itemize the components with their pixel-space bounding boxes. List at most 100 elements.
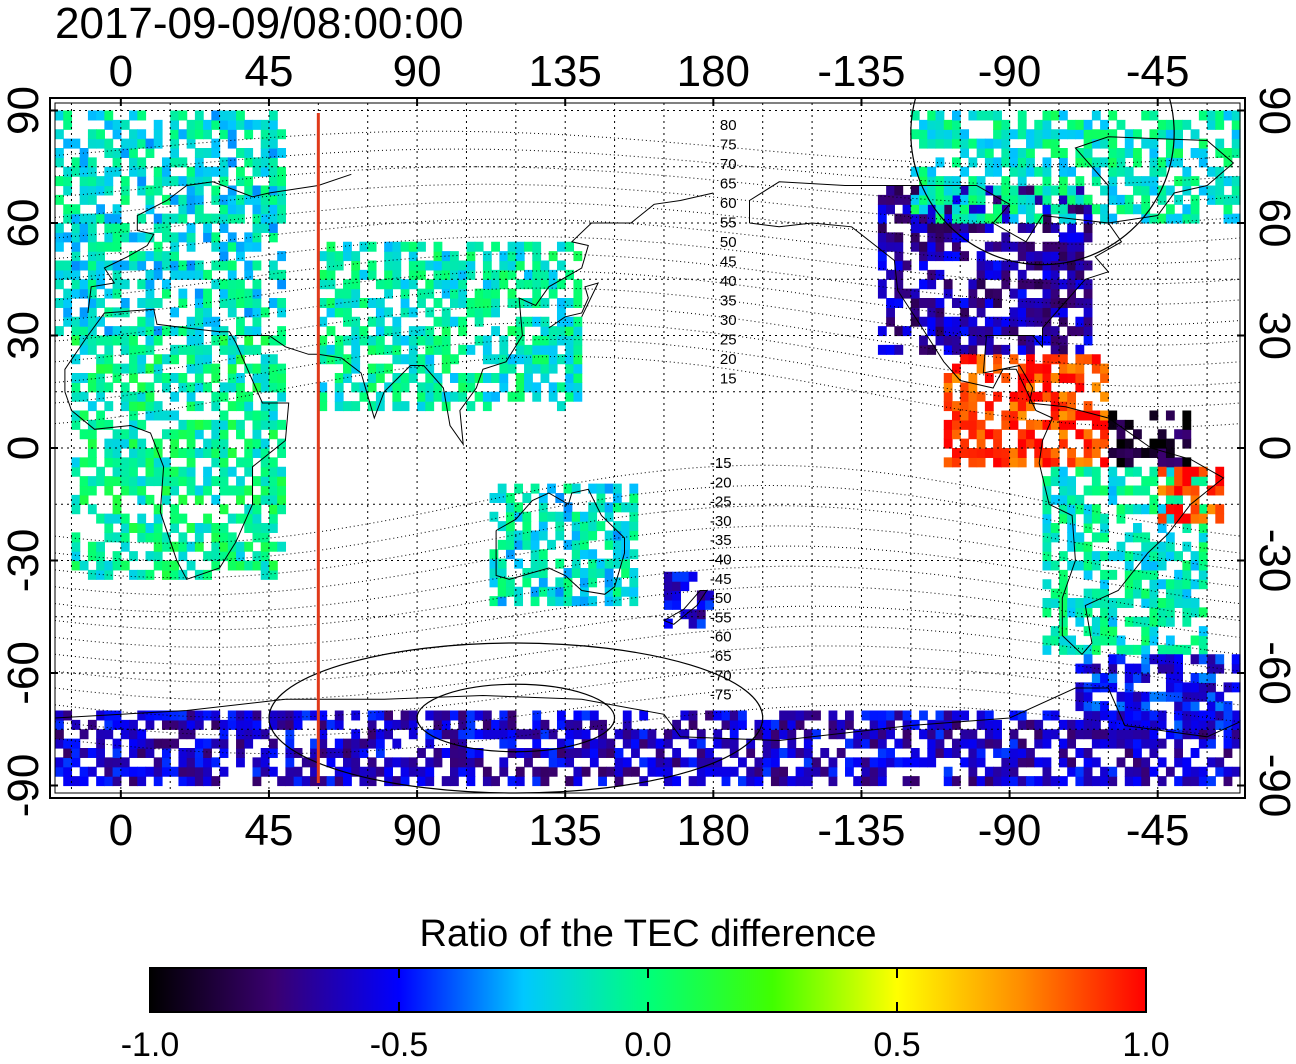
heatmap-cell	[1026, 148, 1035, 158]
heatmap-cell	[663, 571, 673, 582]
heatmap-cell	[1026, 429, 1035, 440]
y-tick-label-left: 90	[0, 86, 48, 135]
heatmap-cell	[367, 766, 377, 777]
heatmap-cell	[359, 335, 369, 346]
heatmap-cell	[1157, 654, 1167, 665]
heatmap-cell	[629, 493, 639, 503]
heatmap-cell	[252, 766, 262, 777]
heatmap-cell	[186, 260, 196, 271]
heatmap-cell	[1165, 148, 1175, 158]
heatmap-cell	[1198, 776, 1208, 787]
heatmap-cell	[621, 521, 630, 532]
heatmap-cell	[1231, 185, 1241, 196]
heatmap-cell	[993, 748, 1002, 758]
heatmap-cell	[555, 586, 565, 597]
heatmap-cell	[252, 560, 262, 571]
heatmap-cell	[1058, 598, 1068, 608]
heatmap-cell	[894, 241, 904, 252]
heatmap-cell	[1108, 729, 1118, 740]
heatmap-cell	[853, 729, 863, 740]
heatmap-cell	[1067, 504, 1077, 515]
heatmap-cell	[589, 738, 599, 749]
heatmap-cell	[960, 166, 970, 177]
heatmap-cell	[310, 757, 319, 768]
heatmap-cell	[1182, 776, 1192, 787]
heatmap-cell	[886, 719, 895, 730]
contour-label: 20	[720, 351, 737, 368]
heatmap-cell	[137, 513, 147, 524]
heatmap-cell	[984, 269, 994, 280]
heatmap-cell	[565, 757, 575, 768]
heatmap-cell	[1042, 241, 1052, 252]
heatmap-cell	[1001, 757, 1011, 768]
heatmap-cell	[1198, 138, 1208, 149]
heatmap-cell	[145, 466, 155, 477]
heatmap-cell	[252, 185, 262, 196]
heatmap-cell	[367, 344, 377, 355]
contour-label-layer: 8075706560555045403530252015-15-20-25-30…	[710, 117, 737, 704]
heatmap-cell	[1133, 673, 1142, 683]
heatmap-cell	[277, 213, 287, 224]
heatmap-cell	[186, 466, 196, 477]
heatmap-cell	[1100, 682, 1109, 693]
heatmap-cell	[524, 373, 533, 383]
heatmap-cell	[1058, 307, 1068, 318]
heatmap-cell	[779, 719, 788, 730]
heatmap-cell	[277, 279, 287, 290]
heatmap-cell	[1075, 766, 1085, 777]
heatmap-cell	[1182, 569, 1192, 580]
heatmap-cell	[993, 719, 1002, 730]
heatmap-cell	[1075, 363, 1085, 374]
heatmap-cell	[268, 194, 278, 205]
heatmap-cell	[268, 232, 278, 243]
heatmap-cell	[351, 251, 361, 262]
heatmap-cell	[1198, 673, 1208, 683]
heatmap-cell	[293, 719, 303, 730]
heatmap-cell	[194, 429, 204, 440]
heatmap-cell	[1083, 148, 1093, 158]
contour-label: -40	[710, 552, 732, 569]
heatmap-cell	[268, 569, 278, 580]
heatmap-cell	[1133, 504, 1142, 515]
heatmap-cell	[877, 223, 887, 233]
heatmap-cell	[227, 335, 237, 346]
heatmap-cell	[1190, 194, 1200, 205]
heatmap-cell	[1075, 241, 1085, 252]
heatmap-cell	[260, 307, 270, 318]
heatmap-cell	[129, 485, 138, 496]
heatmap-cell	[268, 401, 278, 412]
heatmap-cell	[927, 279, 937, 290]
heatmap-cell	[466, 719, 476, 730]
heatmap-cell	[79, 307, 89, 318]
heatmap-cell	[417, 269, 426, 280]
heatmap-cell	[227, 710, 237, 721]
heatmap-cell	[507, 363, 517, 374]
heatmap-cell	[812, 729, 821, 740]
heatmap-cell	[1083, 457, 1093, 468]
heatmap-cell	[943, 138, 953, 149]
heatmap-cell	[984, 729, 994, 740]
heatmap-cell	[960, 738, 970, 749]
heatmap-cell	[1190, 504, 1200, 515]
heatmap-cell	[1075, 532, 1085, 543]
heatmap-cell	[161, 457, 171, 468]
heatmap-cell	[153, 138, 163, 149]
heatmap-cell	[129, 335, 138, 346]
heatmap-cell	[1100, 598, 1109, 608]
heatmap-cell	[367, 382, 377, 393]
heatmap-cell	[170, 523, 180, 533]
heatmap-cell	[219, 223, 229, 233]
heatmap-cell	[104, 335, 114, 346]
heatmap-cell	[951, 738, 961, 749]
heatmap-cell	[1067, 598, 1077, 608]
heatmap-cell	[919, 279, 928, 290]
heatmap-cell	[935, 748, 945, 758]
heatmap-cell	[1017, 748, 1027, 758]
heatmap-cell	[960, 344, 970, 355]
heatmap-cell	[1231, 719, 1241, 730]
heatmap-cell	[170, 110, 180, 121]
heatmap-cell	[951, 326, 961, 337]
heatmap-cell	[614, 776, 624, 787]
heatmap-cell	[129, 476, 138, 487]
heatmap-cell	[1141, 616, 1151, 627]
